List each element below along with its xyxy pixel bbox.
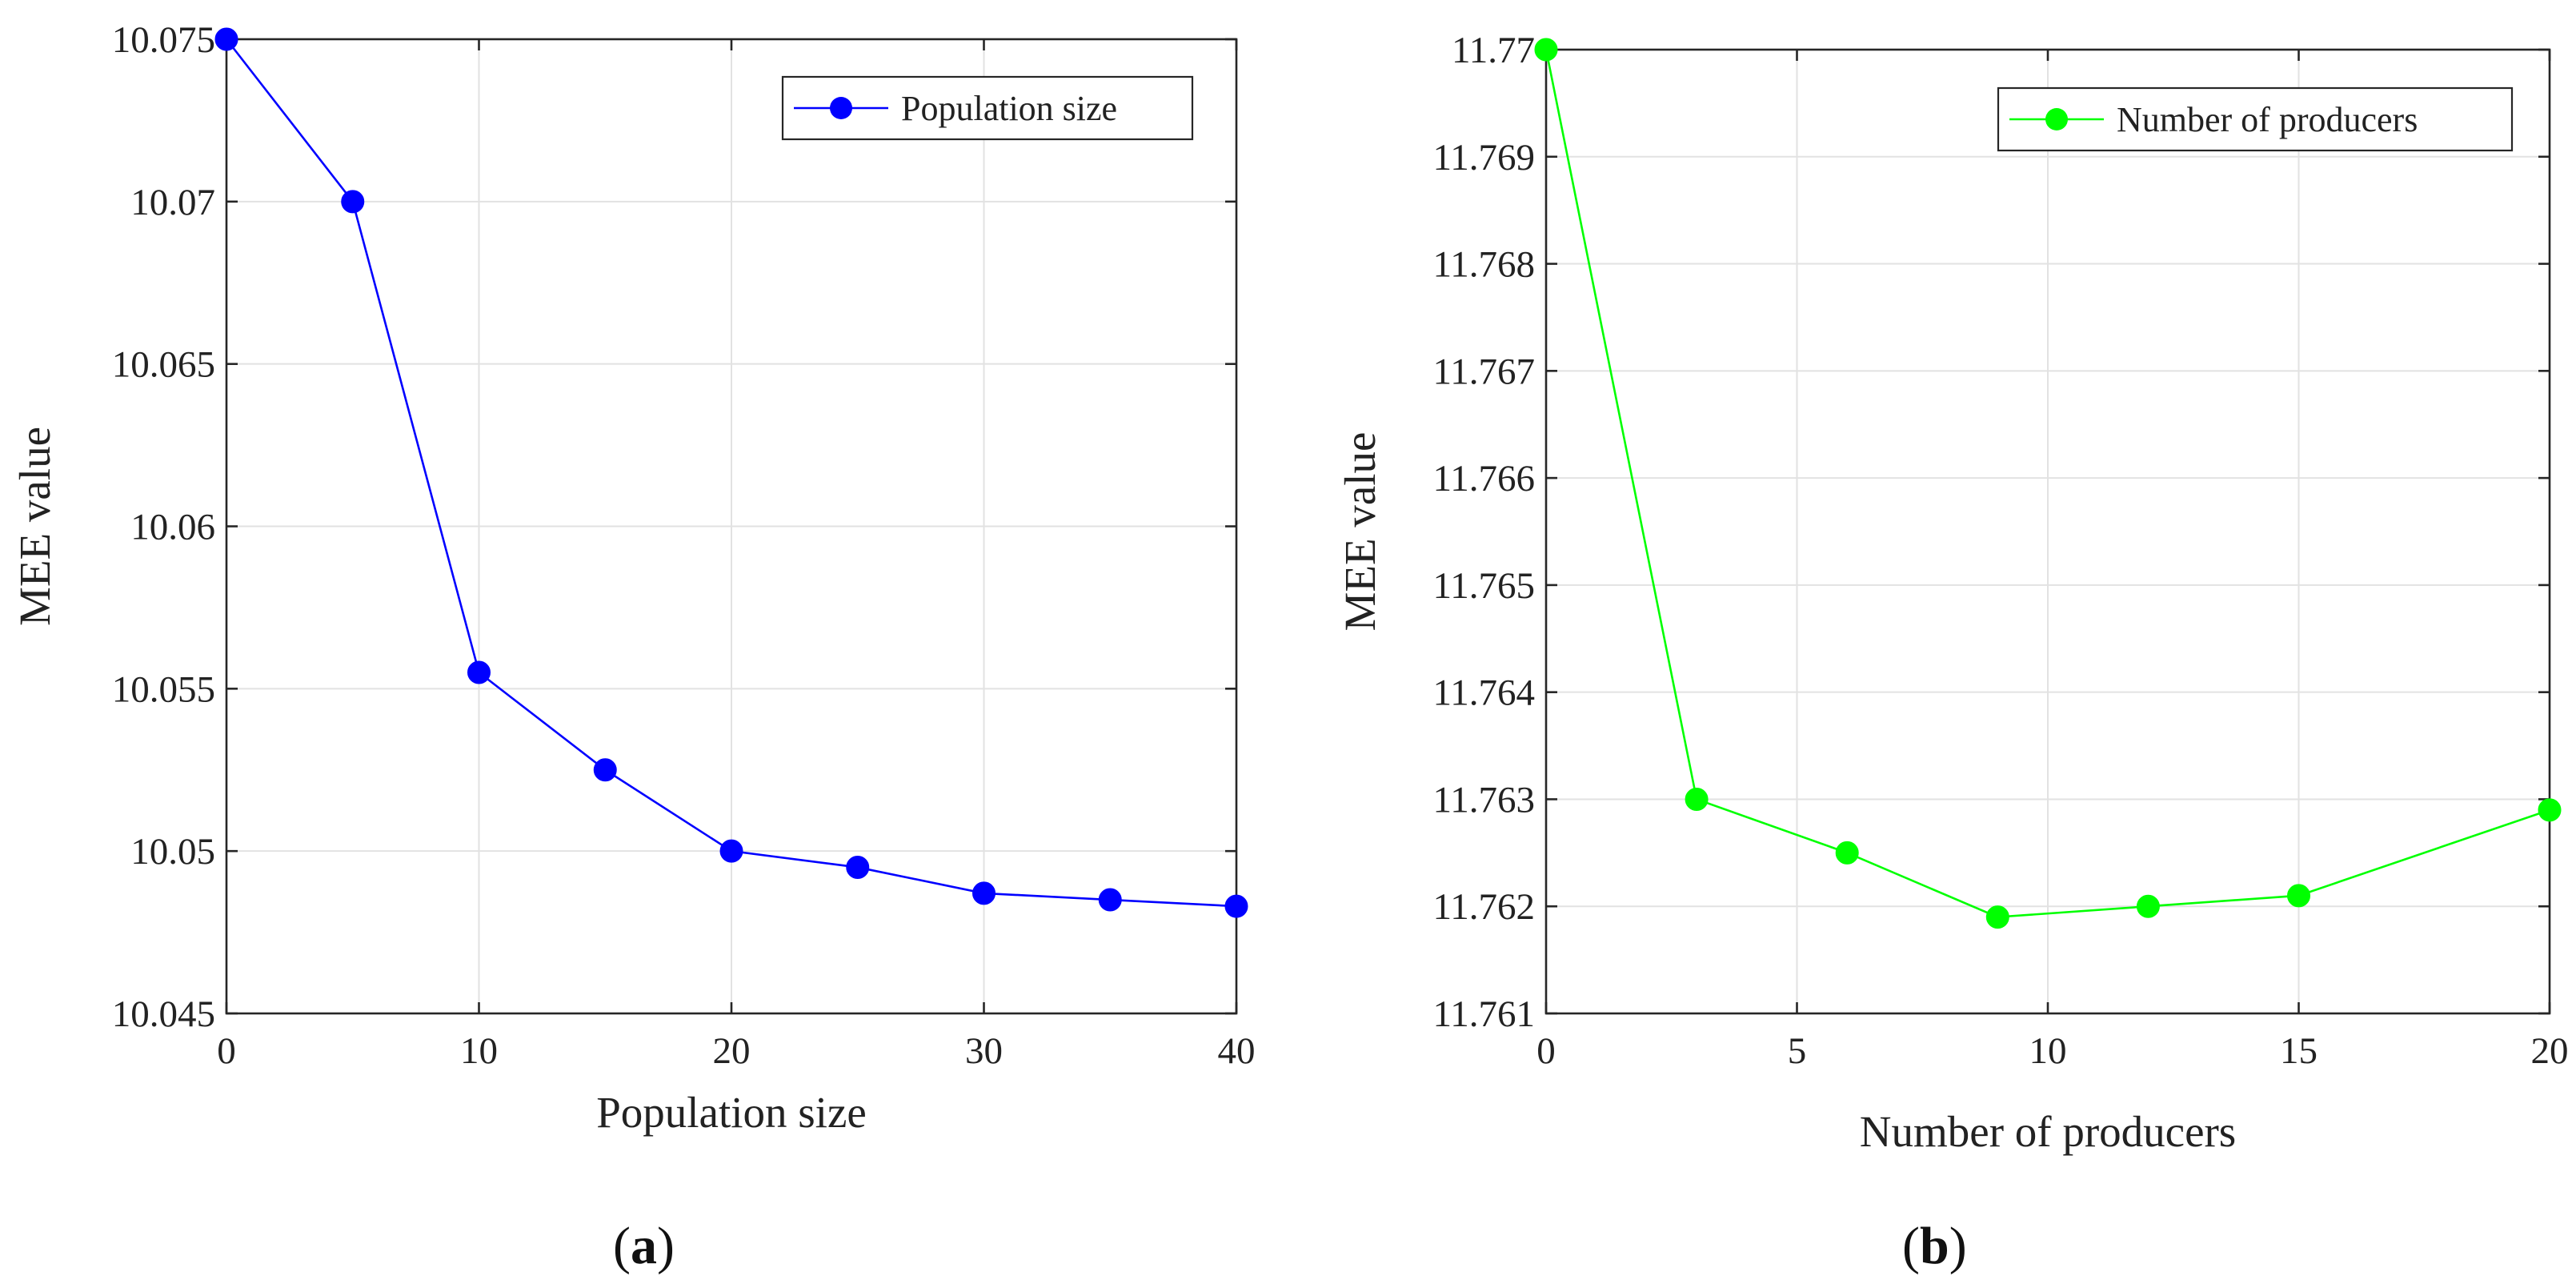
y-axis-label: MEE value xyxy=(10,427,59,626)
x-tick-label: 0 xyxy=(1536,1030,1556,1072)
data-point xyxy=(846,855,870,879)
data-point xyxy=(2136,894,2160,918)
caption-open-paren: ( xyxy=(1902,1217,1920,1275)
data-point xyxy=(1985,905,2009,929)
data-point xyxy=(2287,884,2310,908)
x-tick-label: 30 xyxy=(965,1030,1003,1072)
y-tick-label: 11.762 xyxy=(1432,886,1535,928)
panel-caption: (a) xyxy=(613,1217,675,1275)
y-tick-label: 11.767 xyxy=(1432,351,1535,392)
x-tick-label: 40 xyxy=(1218,1030,1256,1072)
x-tick-label: 20 xyxy=(2531,1030,2569,1072)
legend-label: Population size xyxy=(901,89,1117,128)
legend-label: Number of producers xyxy=(2117,100,2418,139)
panel-caption: (b) xyxy=(1902,1217,1967,1275)
caption-close-paren: ) xyxy=(657,1217,675,1275)
x-tick-label: 0 xyxy=(217,1030,236,1072)
y-tick-label: 11.765 xyxy=(1432,565,1535,607)
data-point xyxy=(1685,787,1709,811)
data-point xyxy=(972,881,996,905)
caption-letter: a xyxy=(631,1217,657,1275)
data-point xyxy=(1835,841,1859,865)
y-tick-label: 10.045 xyxy=(112,993,215,1035)
caption-open-paren: ( xyxy=(613,1217,631,1275)
x-tick-label: 10 xyxy=(2029,1030,2067,1072)
caption-letter: b xyxy=(1920,1217,1949,1275)
y-tick-label: 11.764 xyxy=(1432,672,1535,714)
x-tick-label: 10 xyxy=(460,1030,498,1072)
caption-close-paren: ) xyxy=(1949,1217,1967,1275)
y-tick-label: 11.769 xyxy=(1432,137,1535,179)
chart-panel-a: 0 10 20 30 40 10.045 10.05 10.055 10.06 10.065 10.… xyxy=(10,19,1256,1275)
x-tick-label: 20 xyxy=(713,1030,751,1072)
y-tick-label: 11.768 xyxy=(1432,244,1535,286)
data-point xyxy=(1224,894,1248,918)
y-tick-label: 10.055 xyxy=(112,668,215,710)
data-point xyxy=(593,758,617,782)
x-tick-label: 15 xyxy=(2280,1030,2318,1072)
y-tick-label: 10.075 xyxy=(112,19,215,61)
data-point xyxy=(341,190,365,214)
x-tick-label: 5 xyxy=(1788,1030,1807,1072)
y-tick-label: 11.763 xyxy=(1432,779,1535,821)
x-axis-label: Population size xyxy=(596,1088,867,1137)
chart-panel-b: 0 5 10 15 20 11.761 11.762 11.763 11.764 11.765 11… xyxy=(1336,30,2569,1275)
y-tick-label: 10.065 xyxy=(112,344,215,386)
data-point xyxy=(467,660,491,684)
data-point xyxy=(214,27,238,51)
data-point xyxy=(2538,798,2562,822)
y-axis-label: MEE value xyxy=(1336,432,1384,632)
data-point xyxy=(1098,888,1122,912)
y-tick-label: 11.761 xyxy=(1432,993,1535,1035)
data-point xyxy=(1534,38,1558,62)
legend-marker xyxy=(830,97,852,119)
y-tick-label: 10.07 xyxy=(130,182,215,223)
x-axis-label: Number of producers xyxy=(1860,1107,2236,1156)
data-point xyxy=(719,839,743,863)
legend-marker xyxy=(2045,108,2068,130)
y-tick-label: 11.766 xyxy=(1432,458,1535,500)
y-tick-label: 10.05 xyxy=(130,831,215,873)
y-tick-label: 10.06 xyxy=(130,507,215,548)
y-tick-label: 11.77 xyxy=(1452,30,1535,71)
